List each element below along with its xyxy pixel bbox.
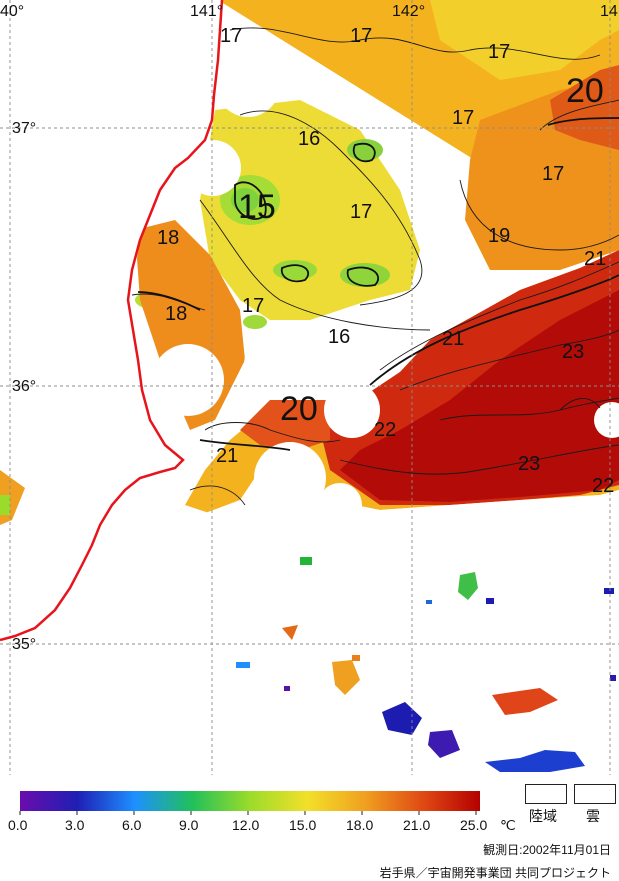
lat-lon-grid [0, 0, 619, 775]
iso-label: 17 [242, 295, 264, 317]
isotherm-lines [131, 27, 619, 506]
lon-label-142: 142° [392, 3, 425, 20]
color-legend: 0.0 3.0 6.0 9.0 12.0 15.0 18.0 21.0 25.0… [8, 791, 516, 833]
iso-label: 22 [374, 419, 396, 441]
iso-label: 17 [452, 107, 474, 129]
lon-label-141: 141° [190, 3, 223, 20]
sea-surface-temperature-map: 40° 141° 142° 14 37° 36° 35° 17 17 17 17… [0, 0, 619, 775]
iso-label: 21 [442, 328, 464, 350]
legend-tick-label: 0.0 [8, 817, 28, 833]
credit-line: 岩手県／宇宙開発事業団 共同プロジェクト [379, 866, 611, 880]
cloud-label: 雲 [586, 808, 600, 824]
lon-label-140: 40° [0, 3, 24, 20]
coastline [0, 0, 224, 642]
iso-label: 18 [157, 227, 179, 249]
legend-tick-label: 12.0 [232, 817, 259, 833]
legend-tick-label: 21.0 [403, 817, 430, 833]
iso-label: 17 [350, 201, 372, 223]
iso-label: 17 [220, 25, 242, 47]
cloud-mask [0, 53, 619, 775]
iso-label: 17 [542, 163, 564, 185]
iso-label: 21 [584, 248, 606, 270]
legend-tick-label: 15.0 [289, 817, 316, 833]
iso-label: 21 [216, 445, 238, 467]
land-area [0, 0, 222, 642]
iso-label: 20 [280, 390, 318, 428]
legend-tick-label: 3.0 [65, 817, 85, 833]
legend-color-bar [20, 791, 480, 811]
observation-date: 観測日:2002年11月01日 [483, 843, 611, 857]
land-label: 陸域 [529, 808, 557, 824]
iso-label: 20 [566, 72, 604, 110]
iso-label: 19 [488, 225, 510, 247]
iso-label: 23 [562, 341, 584, 363]
lat-label-35: 35° [12, 636, 36, 653]
land-swatch [525, 784, 567, 804]
temperature-field [135, 0, 619, 515]
iso-label: 15 [238, 188, 276, 226]
iso-label: 16 [328, 326, 350, 348]
iso-label: 17 [488, 41, 510, 63]
legend-tick-label: 9.0 [179, 817, 199, 833]
isotherm-value-labels: 17 17 17 17 20 16 15 17 17 18 19 21 18 1… [157, 25, 614, 497]
lat-label-37: 37° [12, 120, 36, 137]
legend-unit: ℃ [500, 817, 516, 833]
cloud-swatch [574, 784, 616, 804]
iso-label: 23 [518, 453, 540, 475]
lon-label-143: 14 [600, 3, 618, 20]
iso-label: 16 [298, 128, 320, 150]
iso-label: 18 [165, 303, 187, 325]
legend-ticks [19, 811, 477, 815]
iso-label: 22 [592, 475, 614, 497]
legend-tick-label: 6.0 [122, 817, 142, 833]
iso-label: 17 [350, 25, 372, 47]
lat-label-36: 36° [12, 378, 36, 395]
legend-tick-label: 18.0 [346, 817, 373, 833]
legend-tick-label: 25.0 [460, 817, 487, 833]
